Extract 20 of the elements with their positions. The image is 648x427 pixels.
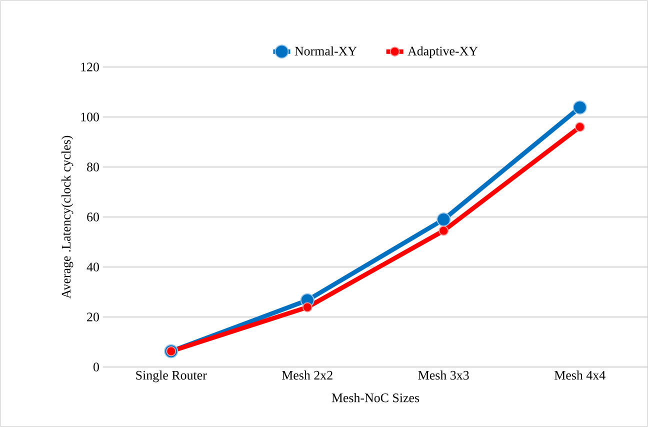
point [438,226,449,236]
x-axis-title: Mesh-NoC Sizes [332,393,420,402]
point [436,212,451,226]
point [574,122,585,132]
y-tick-label: 0 [94,362,99,372]
point [572,100,587,114]
legend-label: Adaptive-XY [408,46,478,58]
y-tick-label: 20 [87,312,99,322]
y-tick-label: 40 [86,262,99,272]
y-tick-label: 100 [81,112,99,122]
legend-label: Normal-XY [294,46,357,56]
x-tick-label: Mesh 2x2 [282,370,332,380]
y-tick-label: 80 [87,162,99,172]
y-axis-title: Average .Latency(clock cycles) [61,136,74,299]
x-tick-label: Mesh 4x4 [554,370,606,380]
y-tick-label: 120 [81,62,99,72]
x-tick-label: Mesh 3x3 [418,370,469,380]
y-tick-label: 60 [87,212,99,222]
point [302,302,312,312]
x-tick-label: Single Router [136,370,207,382]
